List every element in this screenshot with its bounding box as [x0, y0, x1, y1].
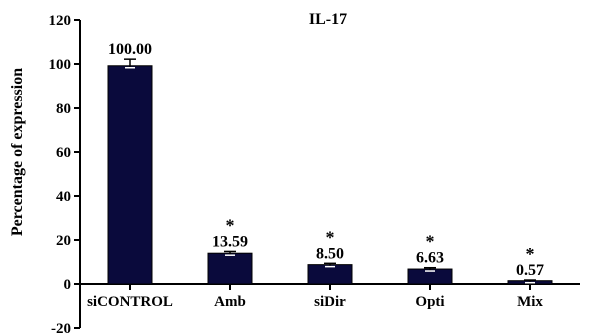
- x-ticks: siCONTROL Amb siDir Opti Mix: [87, 284, 543, 310]
- y-tick-label: 80: [56, 101, 71, 117]
- significance-star: *: [326, 227, 335, 247]
- category-label: Amb: [214, 294, 246, 310]
- category-label: siDir: [314, 294, 346, 310]
- bar-sicontrol: [107, 65, 153, 285]
- significance-star: *: [226, 215, 235, 235]
- significance-star: *: [526, 244, 535, 264]
- category-label: Mix: [517, 294, 543, 310]
- bar-sidir: [307, 264, 353, 285]
- y-ticks: -20 0 20 40 60 80 100 120: [49, 13, 80, 336]
- category-label: siCONTROL: [87, 294, 173, 310]
- significance-star: *: [426, 232, 435, 252]
- value-label: 0.57: [516, 262, 544, 279]
- bar-amb: [207, 252, 253, 285]
- y-tick-label: 100: [49, 57, 72, 73]
- y-tick-label: 120: [49, 13, 72, 29]
- y-tick-label: 20: [56, 233, 71, 249]
- value-label: 100.00: [108, 41, 152, 58]
- chart-title: IL-17: [309, 11, 347, 28]
- y-tick-label: 60: [56, 145, 71, 161]
- value-label: 6.63: [416, 250, 444, 267]
- value-label: 8.50: [316, 245, 344, 262]
- y-tick-label: 0: [64, 277, 72, 293]
- y-tick-label: -20: [51, 321, 71, 336]
- category-label: Opti: [415, 294, 444, 310]
- y-tick-label: 40: [56, 189, 71, 205]
- value-label: 13.59: [212, 233, 248, 250]
- y-axis-label: Percentage of expression: [9, 68, 26, 236]
